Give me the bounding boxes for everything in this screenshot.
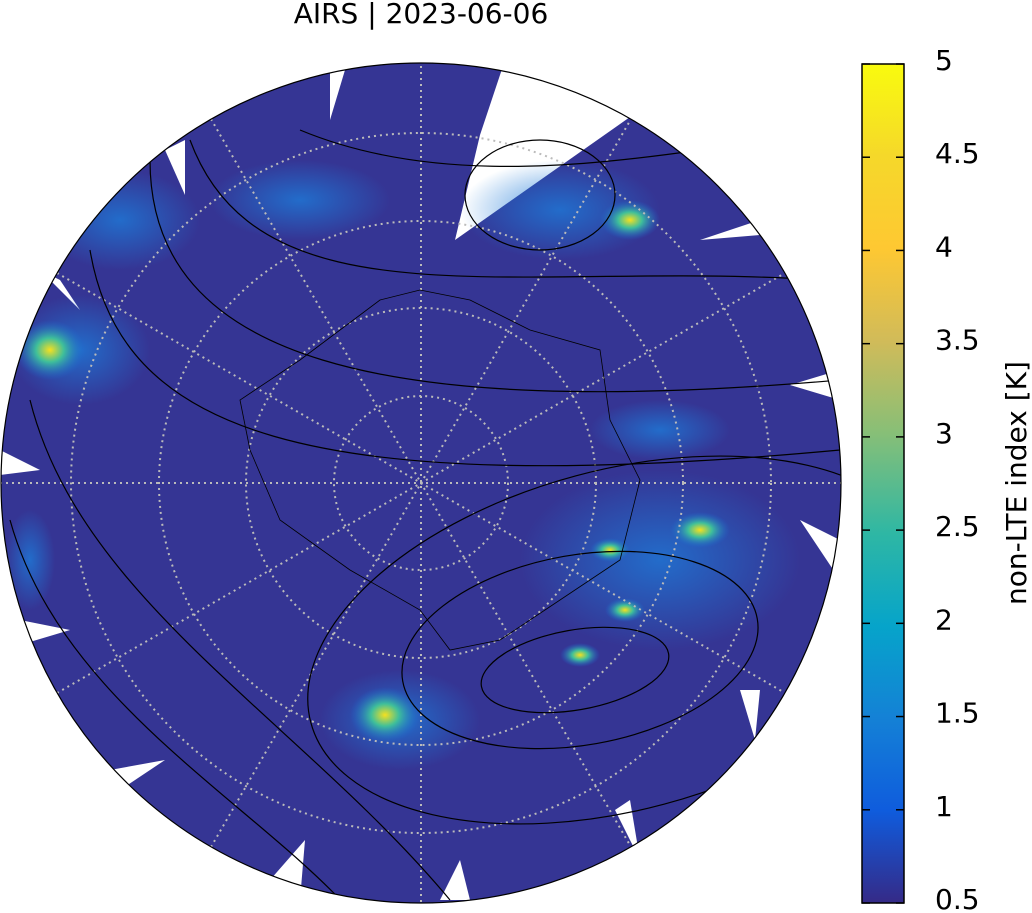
colorbar-tick-label: 4 [935, 230, 953, 263]
colorbar-tick-label: 2.5 [935, 510, 980, 543]
data-field [5, 160, 800, 770]
coastline [239, 289, 641, 651]
map-border [0, 62, 842, 904]
colorbar-tick-label: 4.5 [935, 137, 980, 170]
contour-line [9, 129, 841, 903]
colorbar-tick-label: 2 [935, 603, 953, 636]
colorbar-tick-label: 3 [935, 417, 953, 450]
colorbar-tick-label: 3.5 [935, 324, 980, 357]
polar-map [1, 63, 841, 903]
colorbar-tick-label: 0.5 [935, 883, 980, 913]
colorbar-tick-label: 5 [935, 44, 953, 77]
map-title: AIRS | 2023-06-06 [294, 0, 549, 30]
colorbar-tick-label: 1 [935, 790, 953, 823]
colorbar-tick-label: 1.5 [935, 697, 980, 730]
graticule [1, 63, 841, 903]
colorbar-label: non-LTE index [K] [1000, 361, 1032, 605]
colorbar [861, 63, 905, 904]
